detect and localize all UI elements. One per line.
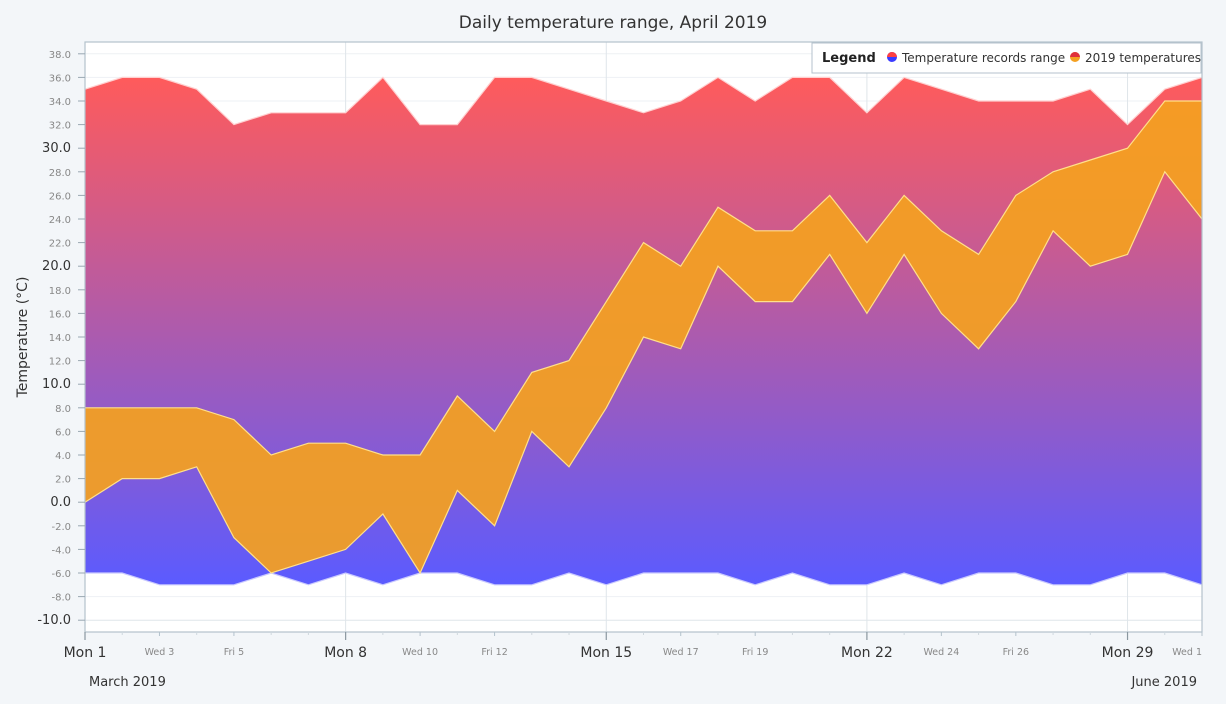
y-tick-label: 24.0	[49, 215, 71, 226]
y-tick-label: 10.0	[42, 377, 71, 392]
x-tick-label-major: Mon 22	[841, 645, 893, 661]
y-tick-label: -8.0	[51, 593, 71, 604]
y-tick-label: -4.0	[51, 545, 71, 556]
y-tick-label: -6.0	[51, 569, 71, 580]
y-tick-label: 38.0	[49, 50, 71, 61]
y-tick-label: 22.0	[49, 239, 71, 250]
x-tick-label-minor: Wed 24	[923, 647, 959, 658]
x-tick-label-minor: Fri 5	[224, 647, 244, 658]
x-tick-label-minor: Wed 17	[663, 647, 699, 658]
x-tick-label-minor: Wed 1	[1172, 647, 1202, 658]
temps-2019-high-line	[85, 100, 1202, 456]
records-high-line	[84, 76, 1203, 126]
y-axis-ticks: -10.0 -8.0 -6.0 -4.0 -2.0 0.0 2.0 4.0 6.0 8.0 10.0…	[37, 50, 85, 628]
temps-swatch-top	[1070, 52, 1080, 57]
y-tick-label: 36.0	[49, 73, 71, 84]
x-tick-label-major: Mon 15	[580, 645, 632, 661]
y-tick-label: 28.0	[49, 168, 71, 179]
y-tick-label: 8.0	[55, 404, 71, 415]
period-label-start: March 2019	[89, 675, 166, 690]
x-tick-label-major: Mon 29	[1102, 645, 1154, 661]
data-areas	[84, 76, 1203, 586]
y-tick-label: 26.0	[49, 191, 71, 202]
y-tick-label: 16.0	[49, 309, 71, 320]
x-axis-ticks: Mon 1 Mon 8 Mon 15 Mon 22 Mon 29 Wed 3 Fri 5 We…	[64, 632, 1203, 661]
x-tick-label-major: Mon 1	[64, 645, 107, 661]
y-tick-label: -10.0	[37, 613, 71, 628]
y-tick-label: 32.0	[49, 121, 71, 132]
y-tick-label: 2.0	[55, 475, 71, 486]
x-tick-label-major: Mon 8	[324, 645, 367, 661]
y-tick-label: 30.0	[42, 141, 71, 156]
legend[interactable]: Legend Temperature records range 2019 te…	[811, 42, 1202, 74]
x-tick-label-minor: Wed 10	[402, 647, 438, 658]
y-tick-label: 6.0	[55, 427, 71, 438]
y-tick-label: 34.0	[49, 97, 71, 108]
temps-2019-low-line	[84, 170, 1203, 575]
x-tick-label-minor: Fri 19	[742, 647, 768, 658]
legend-box	[811, 42, 1202, 74]
y-tick-label: 14.0	[49, 333, 71, 344]
x-tick-label-minor: Fri 12	[481, 647, 507, 658]
x-tick-label-minor: Wed 3	[145, 647, 175, 658]
legend-item-2019[interactable]: 2019 temperatures	[1070, 51, 1201, 65]
y-axis-label: Temperature (°C)	[15, 277, 31, 399]
legend-label-2019: 2019 temperatures	[1085, 51, 1201, 65]
chart-title: Daily temperature range, April 2019	[459, 13, 767, 33]
period-label-end: June 2019	[1130, 675, 1197, 690]
records-swatch-top	[887, 52, 897, 57]
legend-item-records[interactable]: Temperature records range	[887, 51, 1065, 65]
x-tick-label-minor: Fri 26	[1003, 647, 1029, 658]
y-tick-label: 20.0	[42, 259, 71, 274]
legend-title: Legend	[822, 51, 876, 66]
y-tick-label: 4.0	[55, 451, 71, 462]
y-tick-label: -2.0	[51, 522, 71, 533]
legend-label-records: Temperature records range	[901, 51, 1065, 65]
y-tick-label: 12.0	[49, 357, 71, 368]
y-tick-label: 0.0	[50, 495, 71, 510]
y-tick-label: 18.0	[49, 286, 71, 297]
